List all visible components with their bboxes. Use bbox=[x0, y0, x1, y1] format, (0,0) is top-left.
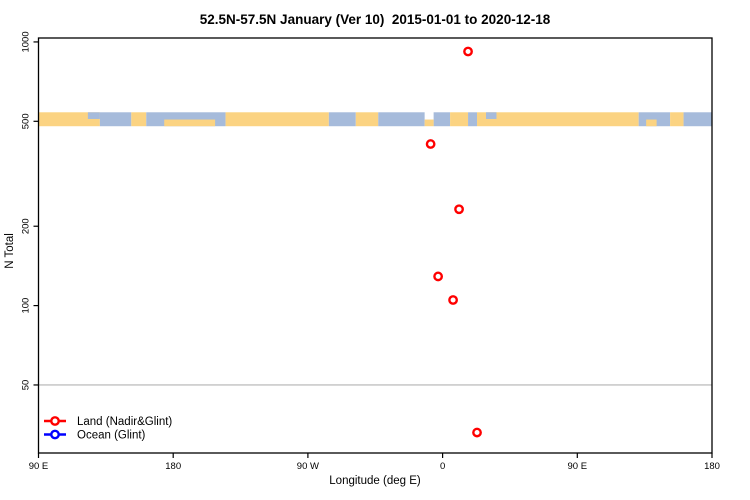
map-band-land-segment bbox=[355, 112, 379, 127]
legend-label: Land (Nadir&Glint) bbox=[77, 416, 172, 428]
map-band-land-segment bbox=[646, 119, 657, 127]
map-band-land-segment bbox=[424, 119, 434, 127]
data-point bbox=[448, 295, 458, 305]
x-axis-tick-label: 180 bbox=[165, 461, 181, 472]
map-band-ocean-segment bbox=[433, 112, 451, 127]
y-axis-tick-label: 1000 bbox=[21, 31, 32, 52]
map-band-land-segment bbox=[38, 112, 100, 127]
map-band-land-segment bbox=[225, 112, 329, 127]
chart-title: 52.5N-57.5N January (Ver 10) 2015-01-01 … bbox=[199, 12, 551, 27]
y-axis-tick-label: 100 bbox=[21, 298, 32, 314]
y-axis-tick-label: 500 bbox=[21, 113, 32, 129]
legend-point-symbol bbox=[50, 416, 60, 426]
map-band-ocean-segment bbox=[87, 112, 100, 119]
map-band-land-segment bbox=[450, 112, 469, 127]
data-point bbox=[433, 271, 444, 282]
map-band-ocean-segment bbox=[683, 112, 712, 127]
map-band-ocean-segment bbox=[328, 112, 356, 127]
x-axis-title: Longitude (deg E) bbox=[329, 475, 421, 487]
map-band-land-segment bbox=[131, 112, 147, 127]
legend-label: Ocean (Glint) bbox=[77, 430, 146, 442]
y-axis-tick-label: 50 bbox=[21, 380, 32, 391]
x-axis-tick-label: 90 W bbox=[297, 461, 319, 472]
x-axis-tick-label: 90 E bbox=[29, 461, 49, 472]
map-band-land-segment bbox=[670, 112, 684, 127]
data-point bbox=[454, 204, 464, 215]
data-point bbox=[463, 46, 473, 57]
map-band-land-segment bbox=[477, 112, 639, 127]
y-axis-tick-label: 200 bbox=[21, 218, 32, 234]
data-point bbox=[425, 139, 436, 149]
plot-box bbox=[37, 37, 713, 454]
y-axis-title: N Total bbox=[4, 233, 16, 269]
map-band-ocean-segment bbox=[468, 112, 478, 127]
x-axis-tick-label: 90 E bbox=[568, 461, 588, 472]
map-band-ocean-segment bbox=[378, 112, 425, 127]
map-band-ocean-segment bbox=[486, 112, 497, 119]
legend-point-symbol bbox=[50, 429, 60, 440]
map-band-land-segment bbox=[164, 119, 216, 127]
map-band-ocean-segment bbox=[99, 112, 132, 127]
x-axis-tick-label: 180 bbox=[704, 461, 720, 472]
x-axis-tick-label: 0 bbox=[440, 461, 445, 472]
data-point bbox=[472, 427, 482, 438]
